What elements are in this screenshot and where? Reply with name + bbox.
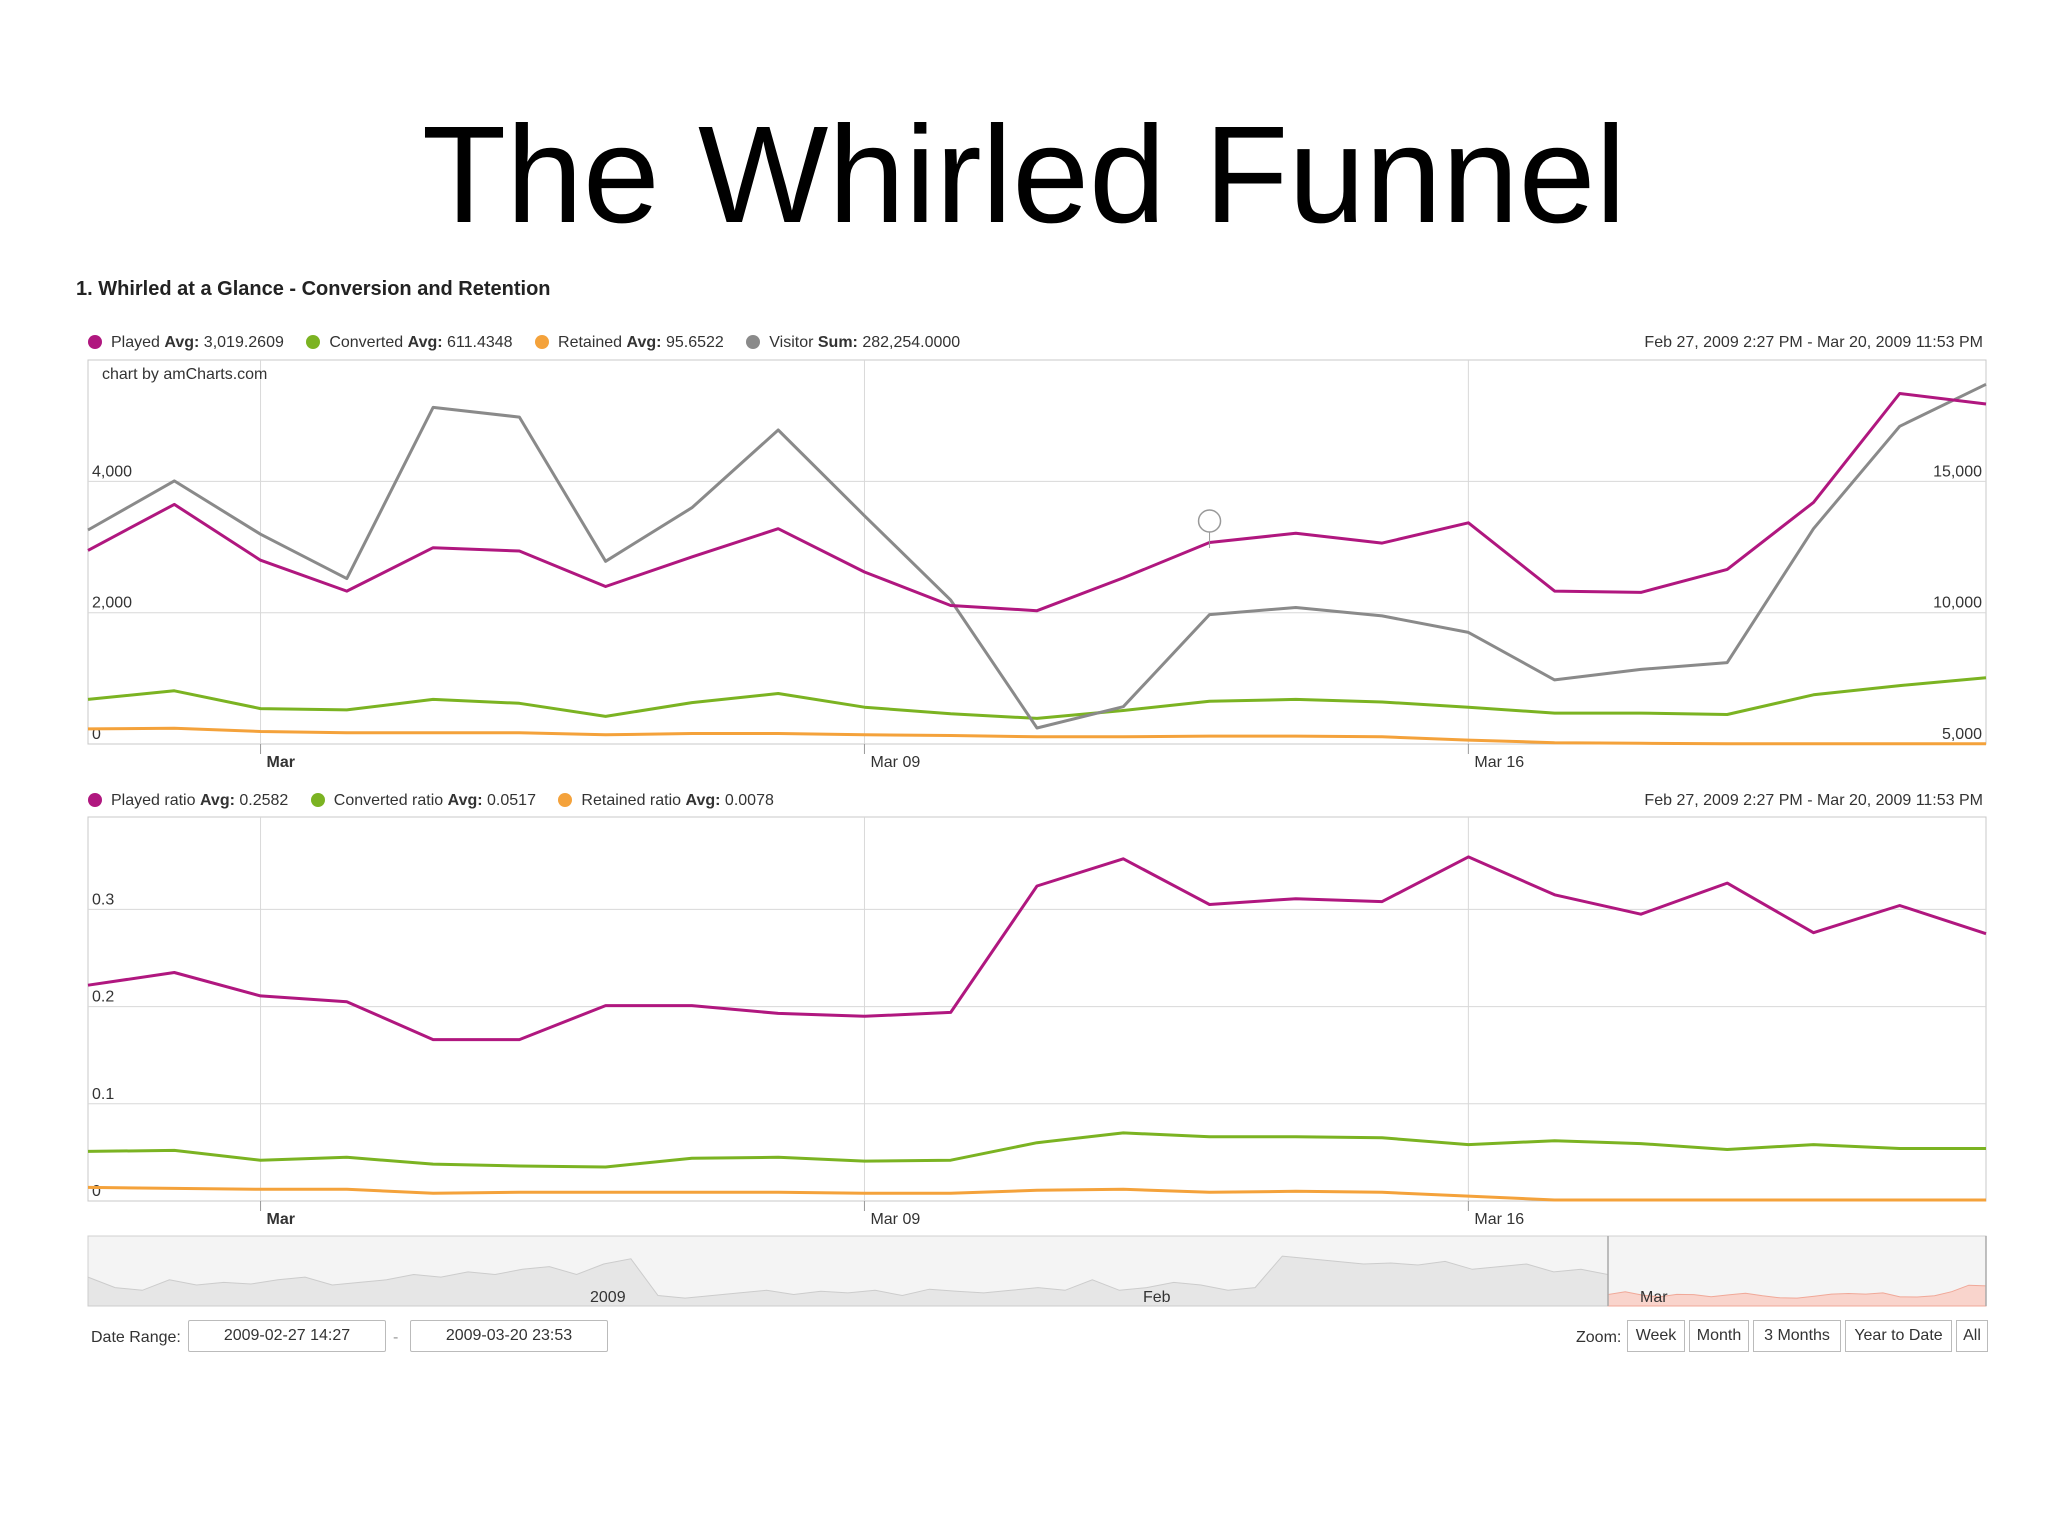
chart2-plot-area xyxy=(87,816,1987,1202)
chart1-y-left-tick-label: 4,000 xyxy=(92,463,132,480)
legend-item-retained[interactable]: Retained Avg: 95.6522 xyxy=(535,334,724,352)
legend-dot-icon xyxy=(558,793,573,807)
legend-name: Converted ratio xyxy=(333,792,444,809)
date-range-dash: - xyxy=(393,1329,399,1346)
legend-value: 95.6522 xyxy=(665,334,724,351)
chart1-y-right-tick-label: 10,000 xyxy=(1933,595,1982,612)
legend-name: Played ratio xyxy=(111,792,196,809)
scroller-label-month: Feb xyxy=(1143,1289,1171,1306)
chart2-legend: Played ratio Avg: 0.2582 Converted ratio… xyxy=(88,792,792,810)
chart-scroller[interactable]: 2009 Feb Mar xyxy=(87,1235,1987,1307)
chart2-date-range-text: Feb 27, 2009 2:27 PM - Mar 20, 2009 11:5… xyxy=(1644,792,1983,809)
chart1-date-range-text: Feb 27, 2009 2:27 PM - Mar 20, 2009 11:5… xyxy=(1644,334,1983,351)
legend-dot-icon xyxy=(306,335,321,349)
chart2-series-line-retained-ratio xyxy=(87,1185,1986,1202)
chart1-plot-area xyxy=(87,359,1987,745)
chart2-x-tick-label: Mar 16 xyxy=(1474,1211,1524,1228)
chart2-x-tick-label: Mar xyxy=(267,1211,295,1228)
legend-name: Converted xyxy=(329,334,404,351)
chart1-legend: Played Avg: 3,019.2609 Converted Avg: 61… xyxy=(88,334,978,352)
legend-item-played[interactable]: Played Avg: 3,019.2609 xyxy=(88,334,284,352)
chart1-cursor-handle xyxy=(1197,509,1222,533)
legend-item-visitor[interactable]: Visitor Sum: 282,254.0000 xyxy=(746,334,960,352)
legend-value: 3,019.2609 xyxy=(203,334,284,351)
legend-name: Retained ratio xyxy=(581,792,682,809)
legend-item-retained-ratio[interactable]: Retained ratio Avg: 0.0078 xyxy=(558,792,774,810)
legend-stat: Avg: xyxy=(164,334,200,351)
zoom-month-button[interactable]: Month xyxy=(1689,1320,1749,1352)
legend-stat: Avg: xyxy=(407,334,443,351)
legend-name: Retained xyxy=(558,334,623,351)
chart1-series-line-converted xyxy=(87,676,1987,720)
legend-item-played-ratio[interactable]: Played ratio Avg: 0.2582 xyxy=(88,792,288,810)
legend-stat: Avg: xyxy=(685,792,721,809)
legend-name: Played xyxy=(111,334,160,351)
zoom-all-button[interactable]: All xyxy=(1956,1320,1988,1352)
chart1-x-tick-label: Mar xyxy=(267,754,295,771)
legend-dot-icon xyxy=(88,793,102,807)
zoom-3-months-button[interactable]: 3 Months xyxy=(1753,1320,1841,1352)
legend-name: Visitor xyxy=(769,334,814,351)
chart2-y-tick-label: 0 xyxy=(92,1183,101,1200)
zoom-week-button[interactable]: Week xyxy=(1627,1320,1685,1352)
legend-item-converted[interactable]: Converted Avg: 611.4348 xyxy=(306,334,513,352)
chart1-series-line-visitor xyxy=(87,382,1987,730)
chart2-x-tick-label: Mar 09 xyxy=(870,1211,920,1228)
chart2-y-tick-label: 0.2 xyxy=(92,989,114,1006)
chart1-x-tick-label: Mar 09 xyxy=(870,754,920,771)
date-range-label: Date Range: xyxy=(91,1329,181,1346)
date-range-start-input[interactable] xyxy=(188,1320,386,1352)
chart1-y-right-tick-label: 5,000 xyxy=(1942,726,1982,743)
legend-value: 0.2582 xyxy=(239,792,289,809)
chart1-series-line-played xyxy=(87,392,1987,613)
chart2-series-line-converted-ratio xyxy=(87,1131,1986,1169)
chart1-series-line-retained xyxy=(87,726,1986,746)
legend-value: 0.0078 xyxy=(724,792,774,809)
legend-dot-icon xyxy=(310,793,325,807)
chart2-svg[interactable]: 0 0.1 0.2 0.3 Mar Mar 09 Mar 16 2009 Feb Mar xyxy=(0,0,2048,1330)
slide-title: The Whirled Funnel xyxy=(421,98,1627,252)
chart1-x-tick-label: Mar 16 xyxy=(1474,754,1524,771)
chart2-series-line-played-ratio xyxy=(87,855,1987,1042)
legend-dot-icon xyxy=(535,335,550,349)
legend-value: 282,254.0000 xyxy=(862,334,961,351)
legend-value: 611.4348 xyxy=(447,334,513,351)
date-range-end-input[interactable] xyxy=(410,1320,608,1352)
legend-item-converted-ratio[interactable]: Converted ratio Avg: 0.0517 xyxy=(310,792,536,810)
legend-value: 0.0517 xyxy=(487,792,536,809)
scroller-selected-area xyxy=(1607,1284,1987,1307)
scroller-label-month: Mar xyxy=(1640,1289,1668,1306)
legend-stat: Avg: xyxy=(199,792,235,809)
chart1-y-right-tick-label: 15,000 xyxy=(1933,463,1982,480)
chart2-y-tick-label: 0.3 xyxy=(92,891,114,908)
legend-stat: Avg: xyxy=(447,792,483,809)
legend-dot-icon xyxy=(746,335,761,349)
zoom-year-to-date-button[interactable]: Year to Date xyxy=(1845,1320,1952,1352)
scroller-label-year: 2009 xyxy=(590,1289,626,1306)
legend-dot-icon xyxy=(88,335,102,349)
zoom-label: Zoom: xyxy=(1576,1329,1622,1346)
chart1-y-left-tick-label: 0 xyxy=(92,726,101,743)
scroller-background-area xyxy=(87,1255,1609,1307)
chart-credit: chart by amCharts.com xyxy=(102,366,268,383)
chart1-svg[interactable]: 0 2,000 4,000 5,000 10,000 15,000 Mar Mar 09 Mar… xyxy=(0,0,2048,800)
chart1-y-left-tick-label: 2,000 xyxy=(92,595,132,612)
legend-stat: Avg: xyxy=(626,334,662,351)
chart2-y-tick-label: 0.1 xyxy=(92,1086,114,1103)
section-title: 1. Whirled at a Glance - Conversion and … xyxy=(76,278,551,300)
legend-stat: Sum: xyxy=(817,334,858,351)
